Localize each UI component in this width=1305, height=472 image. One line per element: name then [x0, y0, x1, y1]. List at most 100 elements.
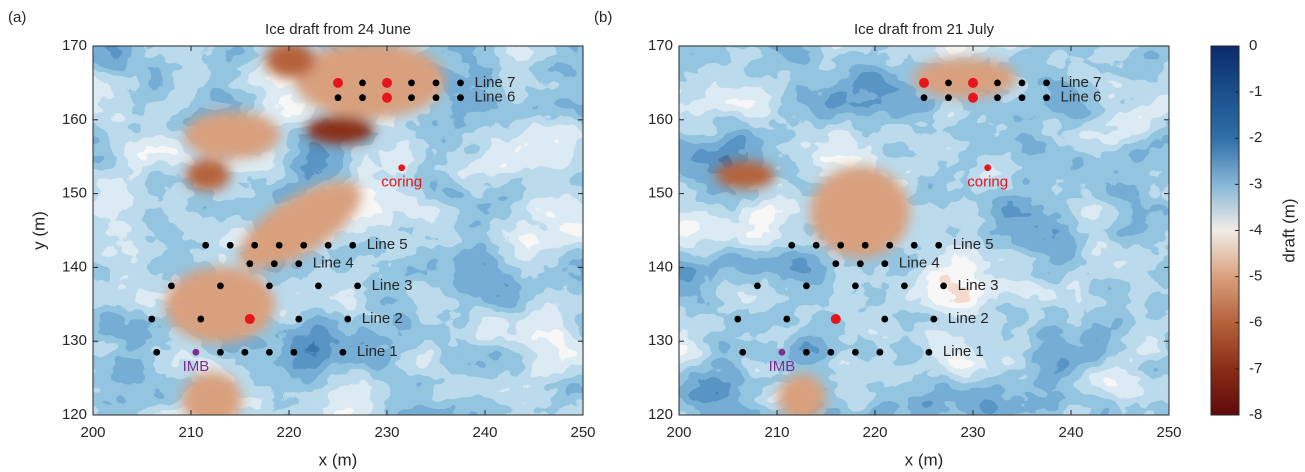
sample-point [457, 94, 464, 102]
series-label: coring [967, 174, 1008, 191]
x-axis-label: x (m) [905, 450, 944, 469]
sample-point [344, 315, 352, 323]
series-label: Line 5 [953, 236, 994, 253]
series-label: Line 1 [357, 343, 398, 360]
sample-point [783, 315, 791, 323]
sample-point [935, 241, 943, 249]
series-label: Line 2 [362, 310, 403, 327]
colorbar-tick-label: -4 [1249, 221, 1262, 238]
x-tick-label: 240 [1058, 424, 1083, 441]
sample-point [945, 79, 952, 87]
colorbar-tick-label: -3 [1249, 175, 1262, 192]
x-tick-label: 230 [960, 424, 985, 441]
sample-point [192, 348, 200, 356]
chart-title: Ice draft from 21 July [854, 21, 995, 38]
y-tick-label: 120 [648, 406, 673, 423]
series-label: Line 6 [475, 89, 516, 106]
sample-point [856, 260, 864, 268]
sample-point [876, 348, 884, 356]
sample-point [832, 260, 840, 268]
sample-point [266, 282, 273, 290]
plot-frame [678, 45, 1170, 416]
sample-point [275, 241, 283, 249]
series-label: Line 2 [948, 310, 989, 327]
sample-point [886, 241, 894, 249]
sample-point [324, 241, 332, 249]
sample-point [354, 282, 361, 290]
sample-point [920, 94, 928, 102]
sample-point [925, 348, 933, 356]
series-label: Line 1 [943, 343, 984, 360]
sample-point [881, 260, 889, 268]
y-tick-label: 160 [648, 111, 673, 128]
sample-point [852, 348, 859, 356]
sample-point [803, 348, 810, 356]
series-label: coring [381, 174, 422, 191]
sample-point [861, 241, 869, 249]
sample-point [244, 314, 255, 325]
sample-point [398, 164, 406, 172]
x-axis-label: x (m) [319, 450, 358, 469]
sample-point [217, 348, 224, 356]
colorbar-tick-label: -1 [1249, 83, 1262, 100]
sample-point [270, 260, 278, 268]
sample-point [266, 348, 273, 356]
sample-point [994, 79, 1001, 87]
x-tick-label: 200 [80, 424, 105, 441]
y-tick-label: 170 [648, 37, 673, 54]
sample-point [778, 348, 786, 356]
sample-point [251, 241, 259, 249]
series-label: Line 7 [475, 74, 516, 91]
sample-point [968, 77, 978, 88]
series-label: Line 6 [1061, 89, 1102, 106]
sample-point [788, 241, 796, 249]
sample-point [148, 315, 156, 323]
sample-point [830, 314, 841, 325]
plot-frame [92, 45, 584, 416]
sample-point [881, 315, 889, 323]
sample-point [290, 348, 298, 356]
sample-point [994, 94, 1001, 102]
sample-point [1018, 94, 1026, 102]
sample-point [295, 315, 303, 323]
sample-point [803, 282, 810, 290]
y-tick-label: 120 [62, 406, 87, 423]
sample-point [432, 79, 440, 87]
x-tick-label: 210 [178, 424, 203, 441]
sample-point [1043, 94, 1050, 102]
sample-point [333, 77, 343, 88]
sample-point [901, 282, 908, 290]
sample-point [339, 348, 347, 356]
y-axis-label: y (m) [29, 211, 48, 250]
series-label: IMB [769, 358, 796, 375]
series-label: Line 4 [313, 255, 354, 272]
sample-point [359, 94, 366, 102]
sample-point [241, 348, 249, 356]
panel-label: (a) [8, 9, 26, 26]
x-tick-label: 230 [374, 424, 399, 441]
draft-field [93, 46, 583, 415]
x-tick-label: 220 [276, 424, 301, 441]
series-label: Line 3 [372, 277, 413, 294]
sample-point [246, 260, 254, 268]
x-tick-label: 250 [1156, 424, 1181, 441]
sample-point [968, 92, 978, 103]
colorbar-tick-label: -8 [1249, 406, 1262, 423]
y-tick-label: 140 [648, 258, 673, 275]
sample-point [226, 241, 234, 249]
sample-point [739, 348, 747, 356]
sample-point [852, 282, 859, 290]
sample-point [168, 282, 175, 290]
sample-point [812, 241, 820, 249]
sample-point [359, 79, 366, 87]
sample-point [382, 77, 392, 88]
sample-point [153, 348, 161, 356]
sample-point [217, 282, 224, 290]
sample-point [919, 77, 929, 88]
x-tick-label: 200 [666, 424, 691, 441]
x-tick-label: 220 [862, 424, 887, 441]
sample-point [432, 94, 440, 102]
colorbar-tick-label: -5 [1249, 268, 1262, 285]
y-tick-label: 160 [62, 111, 87, 128]
